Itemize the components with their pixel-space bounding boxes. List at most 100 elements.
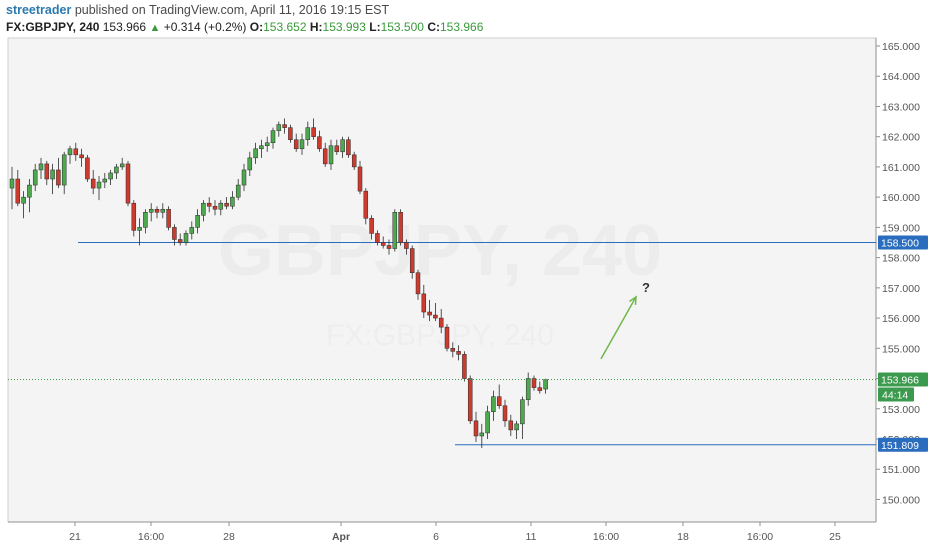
last-price-badge xyxy=(878,372,928,387)
candle-body xyxy=(264,142,270,147)
symbol-label[interactable]: FX:GBPJPY, 240 xyxy=(6,20,100,34)
candle-body xyxy=(427,311,432,316)
candle-body xyxy=(444,326,450,349)
candle-body xyxy=(218,202,224,210)
x-tick-label: Apr xyxy=(332,531,350,543)
candle-body xyxy=(317,136,322,150)
x-tick-label: 16:00 xyxy=(138,531,164,543)
close-label: C: xyxy=(427,20,440,34)
candle-body xyxy=(479,432,485,437)
candle-body xyxy=(467,378,473,422)
candle-body xyxy=(90,178,96,189)
y-tick-label: 157.000 xyxy=(882,283,920,295)
x-tick-label: 16:00 xyxy=(747,531,773,543)
candle-body xyxy=(230,196,235,207)
candle-body xyxy=(189,227,195,234)
candle-body xyxy=(392,212,398,249)
forecast-arrow[interactable] xyxy=(600,296,637,360)
candle-body xyxy=(322,148,328,165)
candle-body xyxy=(27,184,32,198)
x-tick-label: 6 xyxy=(433,531,439,543)
price-level-label: 151.809 xyxy=(881,440,919,452)
candle-body xyxy=(473,420,479,437)
candle-body xyxy=(183,233,189,243)
candle-body xyxy=(491,396,496,413)
open-label: O: xyxy=(249,20,264,34)
price-level-badge xyxy=(878,235,928,250)
candle-body xyxy=(375,233,380,243)
candle-body xyxy=(247,157,253,171)
y-tick-label: 160.000 xyxy=(882,192,920,204)
candle-body xyxy=(299,139,305,150)
low-value: 153.500 xyxy=(380,20,424,34)
candle-body xyxy=(496,396,502,406)
x-tick-label: 16:00 xyxy=(593,531,619,543)
author-link[interactable]: streetrader xyxy=(6,3,72,17)
candle-body xyxy=(508,420,514,431)
candle-body xyxy=(206,202,212,207)
candle-body xyxy=(15,178,21,204)
candle-body xyxy=(241,169,247,186)
candle-body xyxy=(386,245,392,249)
candle-body xyxy=(50,169,55,180)
candle-body xyxy=(125,163,131,204)
candle-body xyxy=(328,145,334,165)
candle-body xyxy=(201,202,206,216)
candle-body xyxy=(154,208,160,213)
high-value: 153.993 xyxy=(322,20,366,34)
candle-body xyxy=(56,169,61,186)
candle-body xyxy=(363,190,369,219)
candle-body xyxy=(293,139,299,150)
y-tick-label: 158.000 xyxy=(882,253,920,265)
open-value: 153.652 xyxy=(263,20,307,34)
candle-body xyxy=(119,163,125,168)
y-tick-label: 161.000 xyxy=(882,162,920,174)
candle-body xyxy=(433,314,438,319)
price-level-label: 158.500 xyxy=(881,237,919,249)
candle-body xyxy=(398,212,403,243)
plot-area[interactable] xyxy=(7,37,877,523)
candle-body xyxy=(305,127,311,140)
y-tick-label: 164.000 xyxy=(882,71,920,83)
arrow-head-icon xyxy=(629,295,637,305)
candle-body xyxy=(166,208,171,228)
candle-body xyxy=(32,169,38,186)
candle-body xyxy=(85,157,90,180)
candle-body xyxy=(525,378,531,400)
candle-body xyxy=(282,124,287,128)
candle-body xyxy=(311,127,316,137)
candle-body xyxy=(502,405,508,422)
last-price-label: 153.966 xyxy=(881,375,919,387)
publish-line: streetrader published on TradingView.com… xyxy=(6,3,389,17)
candle-body xyxy=(340,139,345,153)
candle-body xyxy=(9,178,15,189)
price-change: +0.314 (+0.2%) xyxy=(163,20,247,34)
candle-body xyxy=(531,378,537,388)
candle-body xyxy=(44,163,50,180)
candle-body xyxy=(79,154,84,159)
x-tick-label: 18 xyxy=(677,531,689,543)
candle-body xyxy=(276,124,282,131)
candle-body xyxy=(456,351,461,355)
candle-body xyxy=(235,184,241,198)
chart-header: streetrader published on TradingView.com… xyxy=(0,0,932,38)
up-triangle-icon: ▲ xyxy=(149,22,161,34)
y-tick-label: 150.000 xyxy=(882,494,920,506)
y-tick-label: 159.000 xyxy=(882,222,920,234)
candle-body xyxy=(38,163,44,171)
candle-body xyxy=(177,239,183,243)
candle-body xyxy=(114,166,119,174)
candle-body xyxy=(404,242,409,249)
candle-body xyxy=(21,196,26,204)
time-axis[interactable] xyxy=(0,522,932,550)
candle-body xyxy=(143,212,148,228)
candle-body xyxy=(259,145,264,150)
ohlc-line: FX:GBPJPY, 240 153.966 ▲ +0.314 (+0.2%) … xyxy=(6,20,483,34)
y-tick-label: 165.000 xyxy=(882,41,920,53)
candle-body xyxy=(421,293,427,313)
published-text: published on TradingView.com, April 11, … xyxy=(74,3,390,17)
candle-body xyxy=(351,154,357,168)
candle-body xyxy=(357,166,363,192)
candle-body xyxy=(450,348,456,352)
